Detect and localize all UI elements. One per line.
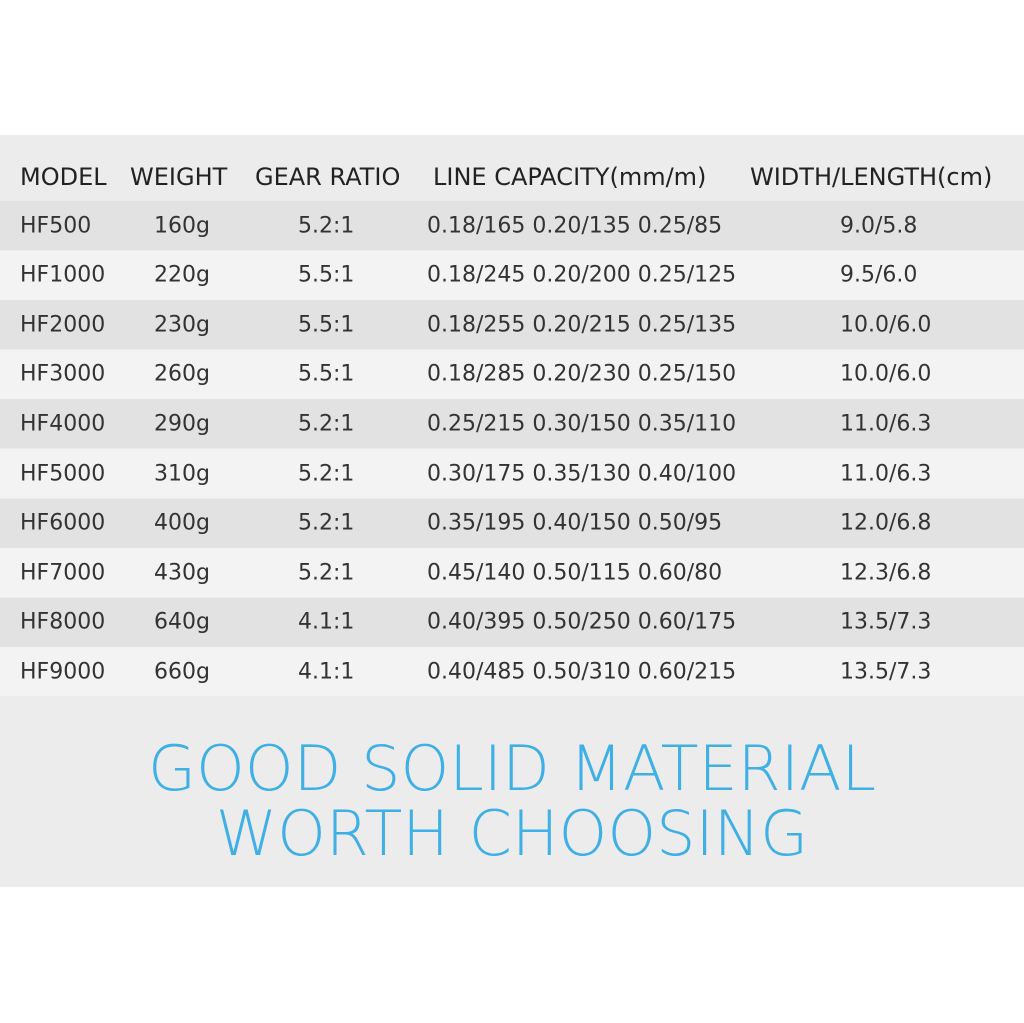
cell: 0.18/245 0.20/200 0.25/125	[427, 262, 737, 288]
cell: 12.0/6.8	[840, 510, 932, 536]
cell: 5.5:1	[298, 262, 355, 288]
cell: 4.1:1	[298, 659, 355, 685]
cell: HF9000	[20, 659, 106, 685]
cell: 5.5:1	[298, 312, 355, 338]
cell: 5.2:1	[298, 560, 355, 586]
cell: 260g	[154, 361, 210, 387]
cell: 5.2:1	[298, 213, 355, 238]
cell: 0.40/395 0.50/250 0.60/175	[427, 609, 737, 635]
cell: GEAR RATIO	[255, 163, 401, 191]
cell: 5.2:1	[298, 411, 355, 437]
table-row: HF6000 400g 5.2:1 0.35/195 0.40/150 0.50/95…	[0, 498, 1024, 548]
cell: 640g	[154, 609, 210, 635]
cell: 0.18/165 0.20/135 0.25/85	[427, 213, 723, 238]
spec-panel: MODEL WEIGHT GEAR RATIO LINE CAPACITY(mm/m)…	[0, 135, 1024, 887]
cell: HF5000	[20, 461, 106, 486]
cell: 5.2:1	[298, 510, 355, 536]
cell: HF500	[20, 213, 92, 238]
cell: 13.5/7.3	[840, 659, 932, 685]
cell: HF4000	[20, 411, 106, 437]
cell: 160g	[154, 213, 210, 238]
cell: 5.2:1	[298, 461, 355, 486]
cell: 660g	[154, 659, 210, 685]
cell: HF6000	[20, 510, 106, 536]
cell: 230g	[154, 312, 210, 338]
cell: HF3000	[20, 361, 106, 387]
cell: 400g	[154, 510, 210, 536]
table-row: HF3000 260g 5.5:1 0.18/285 0.20/230 0.25/15…	[0, 349, 1024, 399]
header-row: MODEL WEIGHT GEAR RATIO LINE CAPACITY(mm/m)…	[0, 153, 1024, 201]
cell: 220g	[154, 262, 210, 288]
cell: HF1000	[20, 262, 106, 288]
cell: WIDTH/LENGTH(cm)	[750, 163, 993, 191]
cell: 0.18/255 0.20/215 0.25/135	[427, 312, 737, 338]
cell: 0.40/485 0.50/310 0.60/215	[427, 659, 737, 685]
cell: 0.35/195 0.40/150 0.50/95	[427, 510, 723, 536]
cell: 0.18/285 0.20/230 0.25/150	[427, 361, 737, 387]
table-row: HF9000 660g 4.1:1 0.40/485 0.50/310 0.60/21…	[0, 647, 1024, 697]
cell: HF7000	[20, 560, 106, 586]
table-row: HF2000 230g 5.5:1 0.18/255 0.20/215 0.25/13…	[0, 300, 1024, 350]
table-row: HF1000 220g 5.5:1 0.18/245 0.20/200 0.25/12…	[0, 250, 1024, 300]
cell: 9.0/5.8	[840, 213, 918, 238]
cell: 5.5:1	[298, 361, 355, 387]
cell: 4.1:1	[298, 609, 355, 635]
table-row: HF4000 290g 5.2:1 0.25/215 0.30/150 0.35/11…	[0, 399, 1024, 449]
cell: 290g	[154, 411, 210, 437]
cell: HF2000	[20, 312, 106, 338]
cell: 13.5/7.3	[840, 609, 932, 635]
table-row: HF7000 430g 5.2:1 0.45/140 0.50/115 0.60/80…	[0, 548, 1024, 598]
cell: 0.25/215 0.30/150 0.35/110	[427, 411, 737, 437]
cell: 430g	[154, 560, 210, 586]
cell: 310g	[154, 461, 210, 486]
cell: 0.30/175 0.35/130 0.40/100	[427, 461, 737, 486]
table-row: HF8000 640g 4.1:1 0.40/395 0.50/250 0.60/17…	[0, 597, 1024, 647]
cell: HF8000	[20, 609, 106, 635]
cell: 11.0/6.3	[840, 461, 932, 486]
cell: 10.0/6.0	[840, 361, 932, 387]
table-row: HF5000 310g 5.2:1 0.30/175 0.35/130 0.40/10…	[0, 449, 1024, 498]
slogan-line: GOOD SOLID MATERIAL	[148, 732, 876, 805]
cell: 11.0/6.3	[840, 411, 932, 437]
cell: WEIGHT	[130, 163, 228, 191]
cell: 12.3/6.8	[840, 560, 932, 586]
cell: 10.0/6.0	[840, 312, 932, 338]
slogan-line: WORTH CHOOSING	[215, 797, 809, 870]
table-row: HF500 160g 5.2:1 0.18/165 0.20/135 0.25/85 9…	[0, 201, 1024, 250]
cell: 0.45/140 0.50/115 0.60/80	[427, 560, 723, 586]
cell: 9.5/6.0	[840, 262, 918, 288]
cell: MODEL	[20, 163, 107, 191]
cell: LINE CAPACITY(mm/m)	[433, 163, 707, 191]
